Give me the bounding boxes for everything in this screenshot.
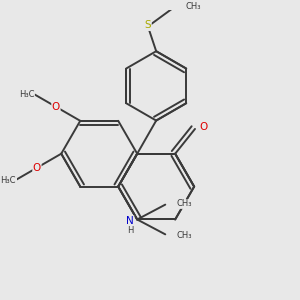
Text: N: N bbox=[126, 216, 134, 226]
Text: S: S bbox=[145, 20, 151, 31]
Text: H: H bbox=[127, 226, 133, 235]
Text: O: O bbox=[199, 122, 207, 132]
Text: O: O bbox=[33, 163, 41, 173]
Text: CH₃: CH₃ bbox=[185, 2, 201, 11]
Text: H₃C: H₃C bbox=[0, 176, 16, 184]
Text: H₃C: H₃C bbox=[19, 90, 34, 99]
Text: CH₃: CH₃ bbox=[177, 200, 192, 208]
Text: CH₃: CH₃ bbox=[177, 230, 192, 239]
Text: O: O bbox=[52, 102, 60, 112]
